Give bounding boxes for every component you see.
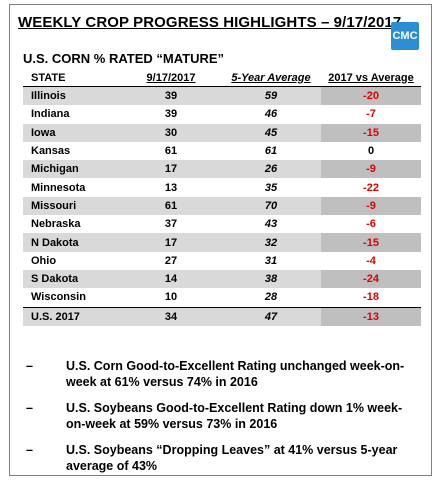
cell-average: 61 xyxy=(264,145,278,158)
cell-current: 10 xyxy=(164,291,178,304)
cell-current: 37 xyxy=(164,218,178,231)
table-row: Illinois 39 59 -20 xyxy=(23,86,421,106)
table-row: Iowa 30 45 -15 xyxy=(23,123,421,142)
cell-current: 13 xyxy=(164,181,178,194)
cell-average: 59 xyxy=(221,86,321,106)
cell-diff: 0 xyxy=(367,145,375,158)
cell-current: 61 xyxy=(164,145,178,158)
header-current: 9/17/2017 xyxy=(121,69,221,87)
cell-diff: -18 xyxy=(363,291,379,304)
cell-current: 17 xyxy=(121,160,221,179)
cell-diff: -20 xyxy=(321,86,421,106)
cell-diff: -15 xyxy=(321,123,421,142)
cell-state: Iowa xyxy=(23,123,121,142)
cell-state: Michigan xyxy=(23,160,121,179)
page-title: WEEKLY CROP PROGRESS HIGHLIGHTS – 9/17/2… xyxy=(18,14,402,31)
cell-state: Missouri xyxy=(23,196,121,216)
cell-state: Ohio xyxy=(31,254,57,267)
header-diff: 2017 vs Average xyxy=(321,69,421,87)
cell-current: 39 xyxy=(121,86,221,106)
table-header-row: STATE 9/17/2017 5-Year Average 2017 vs A… xyxy=(23,69,421,87)
cell-diff: -9 xyxy=(321,196,421,216)
header-average: 5-Year Average xyxy=(221,69,321,87)
table-row: Kansas 61 61 0 xyxy=(23,142,421,160)
cell-state: Minnesota xyxy=(31,181,86,194)
table-row: Ohio 27 31 -4 xyxy=(23,252,421,270)
table-row: Indiana 39 46 -7 xyxy=(23,105,421,123)
cell-average: 26 xyxy=(221,160,321,179)
cell-average: 45 xyxy=(221,123,321,142)
cell-diff: -7 xyxy=(366,108,376,121)
cell-current: 34 xyxy=(121,306,221,326)
cell-diff: -22 xyxy=(363,181,379,194)
cell-state: Nebraska xyxy=(31,218,81,231)
cell-current: 14 xyxy=(121,269,221,289)
dash-marker: – xyxy=(26,443,33,457)
table-row: Missouri 61 70 -9 xyxy=(23,196,421,216)
highlight-item: – U.S. Soybeans Good-to-Excellent Rating… xyxy=(26,400,421,432)
highlight-text: U.S. Corn Good-to-Excellent Rating uncha… xyxy=(66,359,405,389)
highlight-text: U.S. Soybeans Good-to-Excellent Rating d… xyxy=(66,401,403,431)
cell-diff: -24 xyxy=(321,269,421,289)
header-state: STATE xyxy=(23,69,121,87)
cell-diff: -4 xyxy=(366,254,376,267)
cell-diff: -9 xyxy=(321,160,421,179)
dash-marker: – xyxy=(26,359,33,373)
cell-average: 70 xyxy=(221,196,321,216)
cell-diff: -6 xyxy=(366,218,376,231)
table-row: Wisconsin 10 28 -18 xyxy=(23,288,421,307)
cell-average: 43 xyxy=(264,218,278,231)
cell-diff: -13 xyxy=(321,306,421,326)
table-row: Nebraska 37 43 -6 xyxy=(23,215,421,233)
cell-state: S Dakota xyxy=(23,269,121,289)
cell-average: 46 xyxy=(264,108,278,121)
cell-average: 35 xyxy=(264,181,278,194)
table-row: S Dakota 14 38 -24 xyxy=(23,269,421,289)
highlight-item: – U.S. Corn Good-to-Excellent Rating unc… xyxy=(26,358,421,390)
cell-state: Wisconsin xyxy=(31,291,86,304)
table-subtitle: U.S. CORN % RATED “MATURE” xyxy=(23,51,225,66)
cell-current: 30 xyxy=(121,123,221,142)
cell-average: 47 xyxy=(221,306,321,326)
cell-current: 39 xyxy=(164,108,178,121)
cmc-logo: CMC xyxy=(391,22,419,50)
document-frame xyxy=(9,4,432,476)
cell-state: Kansas xyxy=(31,145,71,158)
cell-state: N Dakota xyxy=(23,233,121,252)
highlights-list: – U.S. Corn Good-to-Excellent Rating unc… xyxy=(26,358,421,484)
cell-diff: -15 xyxy=(321,233,421,252)
table-row: Michigan 17 26 -9 xyxy=(23,160,421,179)
cell-average: 31 xyxy=(264,254,278,267)
corn-maturity-table: STATE 9/17/2017 5-Year Average 2017 vs A… xyxy=(23,69,421,326)
cell-state: Indiana xyxy=(31,108,70,121)
dash-marker: – xyxy=(26,401,33,415)
highlight-text: U.S. Soybeans “Dropping Leaves” at 41% v… xyxy=(66,443,398,473)
cell-current: 17 xyxy=(121,233,221,252)
cell-state: U.S. 2017 xyxy=(23,306,121,326)
cell-current: 27 xyxy=(164,254,178,267)
table-row: N Dakota 17 32 -15 xyxy=(23,233,421,252)
cell-average: 28 xyxy=(264,291,278,304)
table-total-row: U.S. 2017 34 47 -13 xyxy=(23,306,421,326)
cell-average: 38 xyxy=(221,269,321,289)
highlight-item: – U.S. Soybeans “Dropping Leaves” at 41%… xyxy=(26,442,421,474)
cell-current: 61 xyxy=(121,196,221,216)
table-row: Minnesota 13 35 -22 xyxy=(23,178,421,196)
cell-state: Illinois xyxy=(23,86,121,106)
cell-average: 32 xyxy=(221,233,321,252)
